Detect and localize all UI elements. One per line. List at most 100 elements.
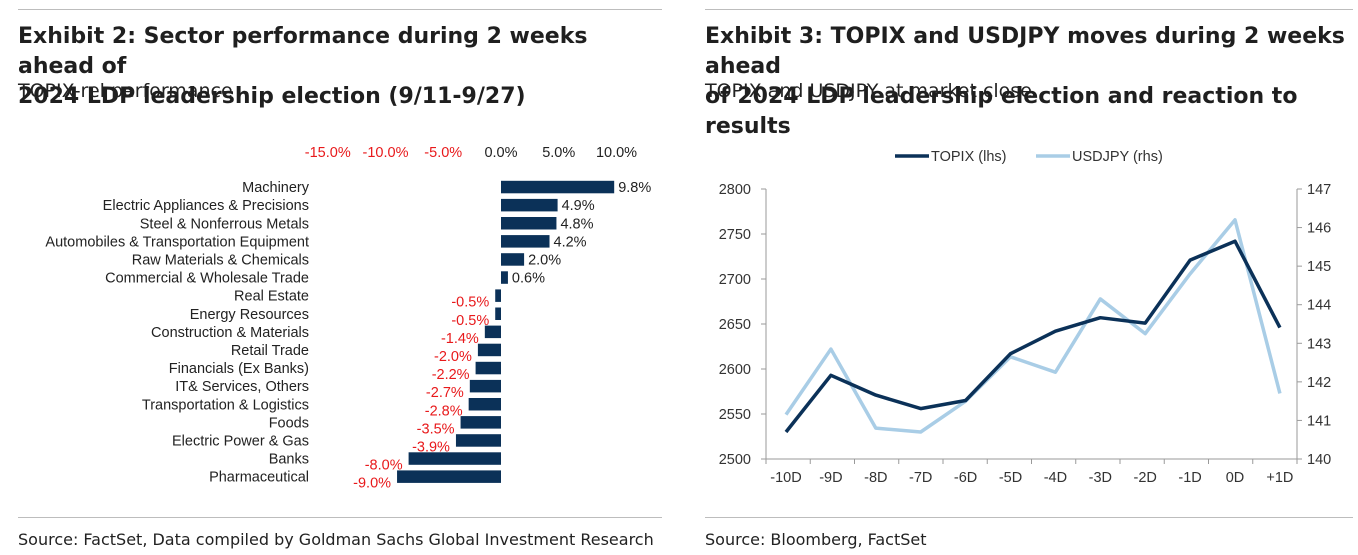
exhibit-2-title: Exhibit 2: Sector performance during 2 w… — [18, 22, 670, 112]
topix-line — [784, 239, 1282, 434]
right-axis-tick-label: 140 — [1307, 452, 1331, 468]
data-label: -0.5% — [451, 313, 489, 329]
category-label: Retail Trade — [231, 343, 309, 359]
legend-topix-label: TOPIX (lhs) — [931, 149, 1006, 165]
title-line-1: Exhibit 3: TOPIX and USDJPY moves during… — [705, 24, 1345, 79]
category-label: Raw Materials & Chemicals — [132, 252, 309, 268]
right-axis-tick-label: 142 — [1307, 375, 1331, 391]
left-axis-tick-label: 2600 — [719, 362, 751, 378]
bottom-rule — [705, 517, 1353, 518]
exhibit-2-subtitle: TOPIX-rel performance — [18, 80, 233, 102]
category-label: Foods — [269, 415, 309, 431]
x-tick-label: -6D — [954, 470, 977, 486]
x-tick-label: +1D — [1266, 470, 1293, 486]
category-label: Commercial & Wholesale Trade — [105, 271, 309, 287]
data-label: -8.0% — [365, 458, 403, 474]
category-label: IT& Services, Others — [175, 379, 309, 395]
data-label: 0.6% — [512, 271, 545, 287]
bar — [469, 379, 501, 393]
exhibit-3-subtitle: TOPIX and USDJPY at market close — [705, 80, 1032, 102]
x-tick-label: -1D — [1178, 470, 1201, 486]
left-axis-tick-label: 2750 — [719, 227, 751, 243]
data-label: 4.9% — [562, 198, 595, 214]
legend-usdjpy-label: USDJPY (rhs) — [1072, 149, 1163, 165]
exhibit-2-panel: Exhibit 2: Sector performance during 2 w… — [0, 0, 670, 555]
bar — [495, 307, 501, 320]
right-axis-tick-label: 141 — [1307, 413, 1331, 429]
exhibit-2-source: Source: FactSet, Data compiled by Goldma… — [18, 530, 654, 549]
bar — [484, 325, 501, 339]
data-label: 2.0% — [528, 252, 561, 268]
x-tick-label: -9D — [819, 470, 842, 486]
x-tick-label: -3D — [1089, 470, 1112, 486]
bar — [468, 398, 501, 411]
right-axis-tick-label: 144 — [1307, 298, 1331, 314]
data-label: -3.5% — [417, 421, 455, 437]
x-tick-label: 5.0% — [542, 145, 575, 161]
x-tick-label: -15.0% — [305, 145, 351, 161]
data-label: -0.5% — [451, 295, 489, 311]
title-line-1: Exhibit 2: Sector performance during 2 w… — [18, 24, 588, 79]
data-label: -1.4% — [441, 331, 479, 347]
category-label: Financials (Ex Banks) — [169, 361, 309, 377]
left-axis-tick-label: 2650 — [719, 317, 751, 333]
bar — [455, 434, 501, 447]
bar — [495, 289, 501, 302]
data-label: -2.8% — [425, 403, 463, 419]
x-tick-label: 0.0% — [484, 145, 517, 161]
left-axis-tick-label: 2550 — [719, 407, 751, 423]
x-tick-label: -7D — [909, 470, 932, 486]
category-label: Machinery — [242, 180, 310, 196]
category-label: Energy Resources — [190, 307, 309, 323]
x-tick-label: -10.0% — [363, 145, 409, 161]
bottom-rule — [18, 517, 662, 518]
title-line-2: of 2024 LDP leadership election and reac… — [705, 84, 1298, 139]
usdjpy-line — [784, 218, 1282, 434]
right-axis-tick-label: 147 — [1307, 182, 1331, 198]
category-label: Transportation & Logistics — [142, 397, 309, 413]
bar — [397, 470, 501, 483]
x-tick-label: -5.0% — [424, 145, 462, 161]
x-tick-label: -8D — [864, 470, 887, 486]
left-axis-tick-label: 2700 — [719, 272, 751, 288]
exhibit-3-source: Source: Bloomberg, FactSet — [705, 530, 927, 549]
bar — [501, 235, 550, 248]
exhibit-3-panel: Exhibit 3: TOPIX and USDJPY moves during… — [700, 0, 1358, 555]
x-tick-label: -2D — [1134, 470, 1157, 486]
x-tick-label: -5D — [999, 470, 1022, 486]
top-rule — [705, 9, 1353, 10]
data-label: -2.7% — [426, 385, 464, 401]
bar — [408, 452, 501, 465]
data-label: 9.8% — [618, 180, 651, 196]
data-label: 4.8% — [560, 216, 593, 232]
x-tick-label: -4D — [1044, 470, 1067, 486]
right-axis-tick-label: 143 — [1307, 336, 1331, 352]
bar — [475, 361, 501, 375]
bar — [460, 416, 501, 429]
category-label: Electric Power & Gas — [172, 433, 309, 449]
top-rule — [18, 9, 662, 10]
title-line-2: 2024 LDP leadership election (9/11-9/27) — [18, 84, 526, 109]
sector-bar-chart: -15.0% -10.0% -5.0% 0.0% 5.0% 10.0% Machinery 9… — [45, 145, 651, 492]
category-label: Construction & Materials — [151, 325, 309, 341]
bar — [501, 198, 558, 212]
category-label: Pharmaceutical — [209, 470, 309, 486]
bar — [501, 217, 557, 230]
left-axis-tick-label: 2500 — [719, 452, 751, 468]
bar — [501, 253, 525, 266]
category-label: Real Estate — [234, 289, 309, 305]
category-label: Steel & Nonferrous Metals — [140, 216, 309, 232]
right-axis-tick-label: 145 — [1307, 259, 1331, 275]
right-axis-tick-label: 146 — [1307, 221, 1331, 237]
bar — [501, 180, 615, 194]
data-label: -3.9% — [412, 439, 450, 455]
x-tick-label: 10.0% — [596, 145, 637, 161]
exhibit-3-title: Exhibit 3: TOPIX and USDJPY moves during… — [705, 22, 1358, 142]
data-label: -9.0% — [353, 476, 391, 492]
topix-usdjpy-line-chart: 2500 2550 2600 2650 2700 2750 2800 140 141 142 143… — [719, 149, 1331, 486]
bar — [501, 271, 508, 284]
category-label: Electric Appliances & Precisions — [103, 198, 309, 214]
x-tick-label: 0D — [1226, 470, 1245, 486]
bar — [477, 343, 501, 357]
x-tick-label: -10D — [770, 470, 801, 486]
